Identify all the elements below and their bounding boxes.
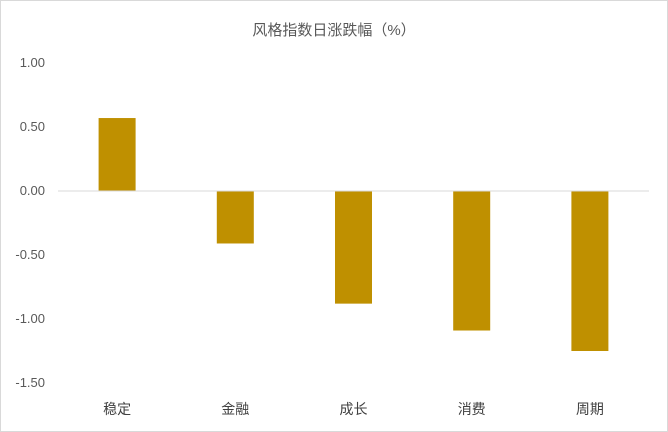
bar-4 bbox=[453, 191, 491, 331]
y-tick-label: -0.50 bbox=[15, 247, 45, 262]
y-tick-label: -1.50 bbox=[15, 375, 45, 390]
bar-2 bbox=[216, 191, 254, 244]
y-tick-label: 0.00 bbox=[20, 183, 45, 198]
bar-1 bbox=[98, 118, 136, 191]
x-tick-label: 周期 bbox=[576, 401, 604, 417]
chart-title: 风格指数日涨跌幅（%） bbox=[252, 22, 416, 39]
y-tick-label: -1.00 bbox=[15, 311, 45, 326]
bar-5 bbox=[571, 191, 609, 351]
x-tick-label: 金融 bbox=[221, 401, 249, 417]
x-tick-label: 消费 bbox=[458, 401, 486, 417]
y-tick-label: 1.00 bbox=[20, 55, 45, 70]
bar-3 bbox=[335, 191, 372, 304]
x-tick-label: 成长 bbox=[340, 401, 368, 417]
x-tick-label: 稳定 bbox=[103, 401, 131, 417]
y-tick-label: 0.50 bbox=[20, 119, 45, 134]
